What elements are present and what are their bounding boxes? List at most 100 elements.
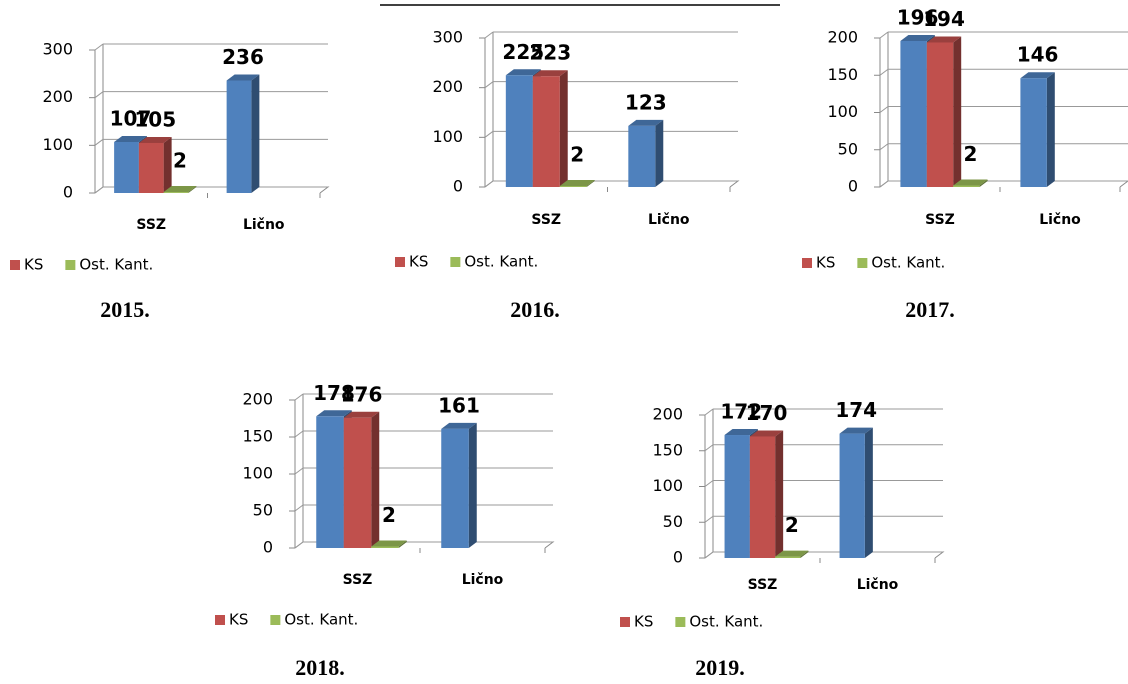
grid-line	[294, 504, 304, 512]
legend-swatch	[675, 617, 686, 627]
bar-top	[749, 430, 784, 437]
data-label: 146	[1017, 43, 1059, 67]
x-tick-label: Lično	[857, 577, 899, 593]
data-label: 107	[110, 106, 152, 130]
legend-swatch	[395, 257, 405, 267]
bar-top	[1020, 72, 1055, 79]
data-label: 2	[570, 143, 584, 167]
x-tick-label: SSZ	[531, 212, 561, 228]
bar-side	[1046, 72, 1055, 187]
y-tick-label: 50	[663, 512, 683, 531]
data-label: 105	[134, 107, 176, 131]
data-label: 174	[835, 398, 877, 422]
bar-front	[724, 435, 750, 558]
legend-label: Ost. Kant.	[689, 613, 763, 631]
bar-side	[559, 70, 568, 187]
legend-label: Ost. Kant.	[871, 254, 945, 272]
bar-side	[979, 179, 988, 187]
data-label: 196	[897, 5, 939, 29]
grid-line	[294, 467, 304, 475]
bar-front	[1020, 78, 1047, 187]
y-tick-label: 150	[652, 440, 683, 459]
bar	[1020, 72, 1055, 187]
y-tick-label: 0	[453, 177, 463, 196]
grid-line	[704, 551, 714, 559]
legend-label: KS	[816, 254, 835, 272]
bar	[775, 550, 809, 558]
y-tick-label: 100	[42, 135, 73, 154]
y-tick-label: 200	[242, 390, 273, 409]
grid-line	[294, 541, 304, 549]
bar	[749, 430, 784, 558]
data-label: 225	[502, 40, 544, 64]
y-tick-label: 0	[63, 183, 73, 202]
bar-front	[775, 556, 801, 558]
legend-label: KS	[634, 613, 653, 631]
legend-swatch	[215, 615, 225, 625]
bar-front	[343, 417, 372, 548]
bar-front	[900, 40, 927, 188]
chart-title: 2019.	[695, 655, 745, 680]
y-tick-label: 300	[432, 28, 463, 47]
bar-top	[532, 70, 568, 77]
legend-swatch	[450, 257, 461, 267]
legend-label: KS	[409, 253, 428, 271]
grid-line	[94, 138, 104, 146]
bar-top	[900, 34, 935, 41]
bar-top	[441, 422, 477, 429]
bar	[926, 36, 962, 187]
bar-top	[775, 550, 809, 557]
legend-swatch	[10, 260, 20, 270]
y-tick-label: 200	[432, 77, 463, 96]
bar-top	[839, 427, 873, 434]
legend-swatch	[65, 260, 76, 270]
data-label: 172	[720, 400, 762, 424]
legend-label: KS	[24, 256, 43, 274]
bar-top	[926, 36, 962, 43]
data-label: 2	[963, 142, 977, 166]
grid-line	[704, 444, 714, 452]
y-tick-label: 100	[827, 102, 858, 121]
bar-side	[163, 136, 172, 193]
bar	[953, 179, 988, 187]
bar-front	[749, 436, 776, 558]
grid-line	[484, 130, 494, 138]
grid-line	[704, 408, 714, 416]
grid-line	[294, 430, 304, 438]
x-tick-label: SSZ	[748, 577, 778, 593]
x-tick-label: Lično	[1039, 212, 1081, 228]
bar-front	[226, 80, 252, 193]
x-tick-label: SSZ	[925, 212, 955, 228]
bar	[628, 119, 664, 187]
x-tick-label: Lično	[243, 217, 285, 233]
grid-line	[484, 180, 494, 188]
y-tick-label: 100	[432, 127, 463, 146]
bar-top	[316, 410, 352, 417]
bar-side	[586, 180, 595, 187]
bar-front	[559, 186, 587, 187]
y-tick-label: 100	[242, 464, 273, 483]
legend-swatch	[857, 258, 868, 268]
grid-line	[879, 68, 889, 76]
bar-front	[505, 75, 533, 187]
y-tick-label: 150	[827, 65, 858, 84]
legend-swatch	[270, 615, 281, 625]
bar	[532, 70, 568, 187]
grid-line	[94, 43, 104, 51]
y-tick-label: 50	[838, 139, 858, 158]
bar-side	[800, 550, 809, 558]
grid-line	[879, 31, 889, 39]
data-label: 123	[625, 90, 667, 114]
bar-side	[398, 540, 407, 548]
bar-front	[114, 141, 139, 193]
bar-front	[163, 192, 189, 193]
bar-top	[226, 74, 260, 81]
bar-top	[114, 135, 147, 142]
grid-line	[94, 91, 104, 99]
bar-front	[532, 76, 560, 187]
y-tick-label: 0	[263, 538, 273, 557]
x-tick-label: SSZ	[343, 572, 373, 588]
data-label: 161	[438, 393, 480, 417]
chart-title: 2018.	[295, 655, 345, 680]
bar-top	[505, 69, 541, 76]
